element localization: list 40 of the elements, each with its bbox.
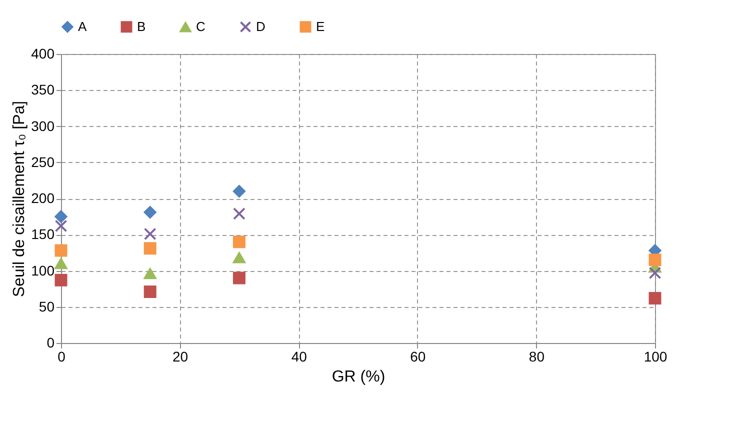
point: [54, 220, 68, 232]
y-tick-label: 150: [31, 226, 55, 242]
x-tick-label: 60: [410, 348, 426, 364]
y-tick-label: 300: [31, 118, 55, 134]
x-tick-label: 20: [172, 348, 188, 364]
y-tick-label: 400: [31, 46, 55, 62]
legend-label: A: [78, 18, 87, 34]
y-tick-label: 200: [31, 190, 55, 206]
y-axis-title: Seuil de cisaillement τ₀ [Pa]: [11, 100, 28, 298]
legend-label: E: [316, 18, 325, 34]
point: [648, 266, 662, 280]
y-tick-label: 250: [31, 154, 55, 170]
legend-label: C: [196, 19, 206, 34]
y-tick-label: 350: [31, 82, 55, 98]
point: [54, 244, 68, 257]
x-tick-label: 0: [58, 348, 66, 364]
point: [648, 254, 662, 266]
point: [232, 252, 246, 264]
point: [648, 292, 662, 304]
x-tick-label: 80: [528, 348, 545, 364]
point: [144, 242, 156, 255]
legend-label: B: [137, 18, 146, 34]
point: [232, 236, 246, 248]
point: [144, 285, 156, 298]
y-tick-label: 0: [46, 334, 55, 350]
point: [144, 206, 156, 218]
point: [232, 272, 246, 284]
x-axis-title: GR (%): [332, 368, 386, 386]
point: [54, 210, 68, 223]
y-tick-label: 100: [31, 262, 55, 278]
point: [144, 228, 156, 240]
point: [144, 268, 156, 280]
x-tick-label: 40: [291, 348, 308, 364]
x-tick-label: 100: [644, 348, 668, 364]
legend-label: D: [256, 18, 266, 34]
point: [232, 185, 246, 198]
y-tick-label: 50: [38, 298, 55, 314]
point: [232, 207, 246, 220]
point: [54, 258, 68, 270]
point: [54, 274, 68, 286]
